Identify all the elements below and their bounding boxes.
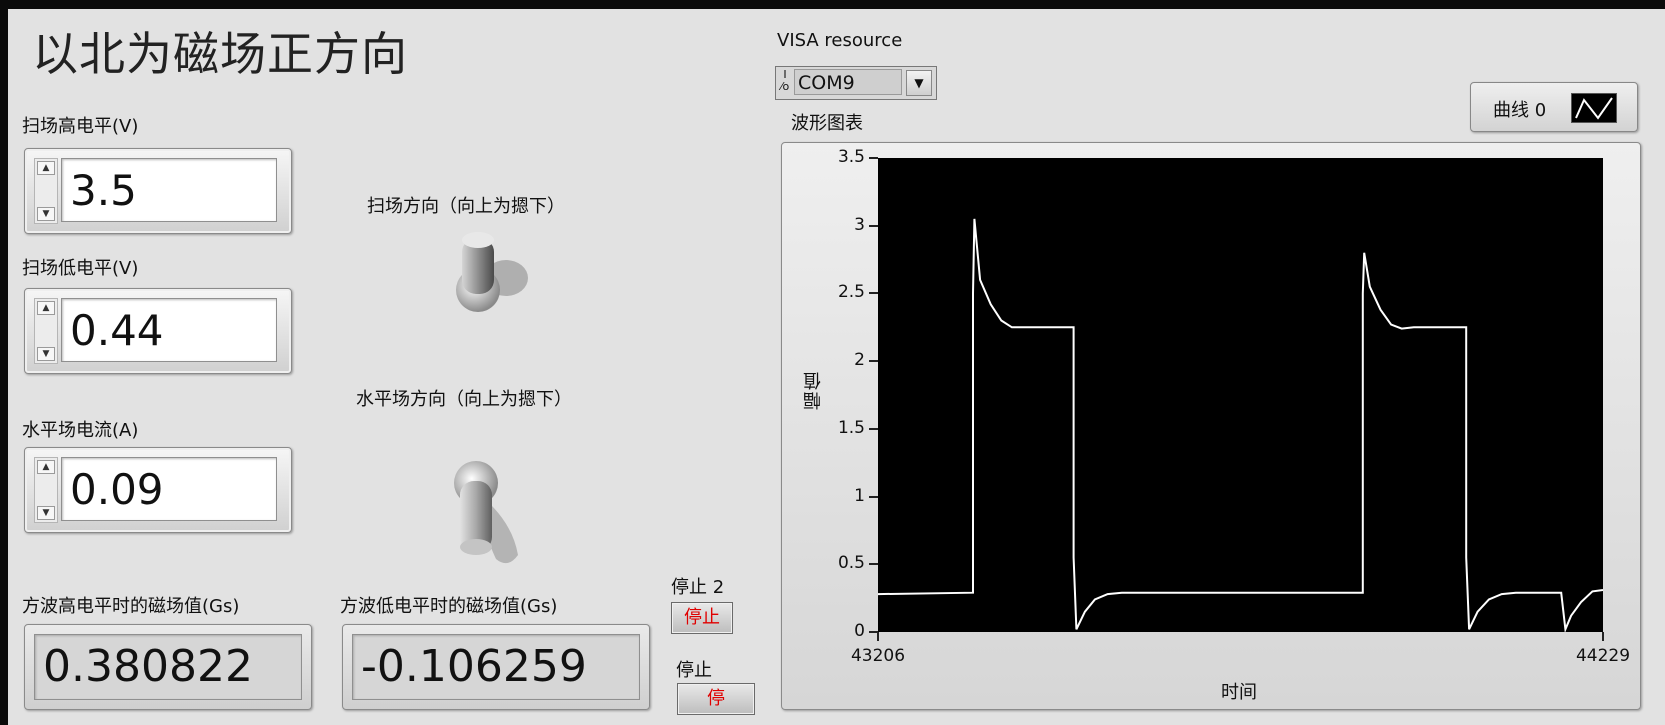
plot-svg [877,218,1604,634]
increment-arrow-icon[interactable]: ▲ [37,161,55,175]
io-icon: I ⁄o [780,68,790,93]
x-tick-label: 43206 [850,646,906,666]
y-tick-mark [869,563,878,566]
scan-high-label: 扫场高电平(V) [22,116,139,137]
y-tick-label: 3 [854,214,865,235]
visa-resource-control[interactable]: I ⁄o COM9 ▼ [775,66,937,100]
high-field-label: 方波高电平时的磁场值(Gs) [22,596,240,617]
stop2-label: 停止 2 [671,577,725,598]
horiz-direction-label: 水平场方向（向上为摁下） [356,389,572,410]
scan-low-label: 扫场低电平(V) [22,258,139,279]
increment-arrow-icon[interactable]: ▲ [37,460,55,474]
y-tick-mark [869,495,878,498]
horiz-current-spinner: ▲ ▼ [34,457,58,523]
y-tick-label: 3.5 [837,147,865,167]
toggle-lever-tip [460,539,492,555]
series-line-0 [877,218,1604,634]
x-tick-mark [1602,632,1604,641]
panel-title: 以北为磁场正方向 [32,27,408,81]
toggle-lever [462,238,494,294]
low-field-label: 方波低电平时的磁场值(Gs) [340,596,558,617]
y-tick-mark [869,292,878,295]
scan-low-spinner: ▲ ▼ [34,298,58,364]
legend-label: 曲线 0 [1493,100,1547,121]
horiz-current-input[interactable]: 0.09 [61,457,277,521]
stop-button[interactable]: 停 [677,683,755,715]
horiz-direction-toggle[interactable] [440,455,540,585]
y-tick-label: 1 [854,485,865,506]
horiz-current-label: 水平场电流(A) [22,420,139,441]
y-tick-label: 0 [854,621,865,641]
low-field-indicator: -0.106259 [342,624,650,710]
legend-line-icon [1571,93,1617,123]
y-tick-mark [869,157,878,159]
y-tick-mark [869,427,878,430]
dropdown-arrow-icon[interactable]: ▼ [906,70,932,96]
decrement-arrow-icon[interactable]: ▼ [37,207,55,221]
y-tick-label: 2 [854,350,865,371]
visa-resource-value[interactable]: COM9 [794,69,902,95]
scan-low-input[interactable]: 0.44 [61,298,277,362]
chart-label: 波形图表 [791,113,863,134]
high-field-indicator: 0.380822 [24,624,312,710]
y-tick-mark [869,224,878,227]
high-field-value: 0.380822 [34,634,302,700]
toggle-lever-tip [462,232,494,248]
x-tick-mark [877,632,879,641]
x-axis-title: 时间 [1221,682,1257,703]
plot-area[interactable] [877,158,1604,634]
decrement-arrow-icon[interactable]: ▼ [37,506,55,520]
scan-high-input[interactable]: 3.5 [61,158,277,222]
scan-direction-toggle[interactable] [440,222,540,322]
decrement-arrow-icon[interactable]: ▼ [37,347,55,361]
y-tick-label: 2.5 [837,282,865,303]
y-tick-label: 0.5 [837,553,865,574]
y-tick-mark [869,360,878,363]
x-tick-label: 44229 [1575,646,1631,666]
scan-direction-label: 扫场方向（向上为摁下） [367,196,565,217]
y-tick-label: 1.5 [837,417,865,438]
scan-low-control: ▲ ▼ 0.44 [24,288,292,374]
horiz-current-control: ▲ ▼ 0.09 [24,447,292,533]
y-tick-mark [869,631,878,633]
visa-label: VISA resource [777,30,903,51]
increment-arrow-icon[interactable]: ▲ [37,301,55,315]
toggle-lever [460,481,492,551]
plot-legend[interactable]: 曲线 0 [1470,82,1638,132]
scan-high-control: ▲ ▼ 3.5 [24,148,292,234]
low-field-value: -0.106259 [352,634,640,700]
stop2-button[interactable]: 停止 [671,602,733,634]
y-axis-title: 幅值 [803,370,824,410]
scan-high-spinner: ▲ ▼ [34,158,58,224]
stop-label: 停止 [676,660,712,681]
